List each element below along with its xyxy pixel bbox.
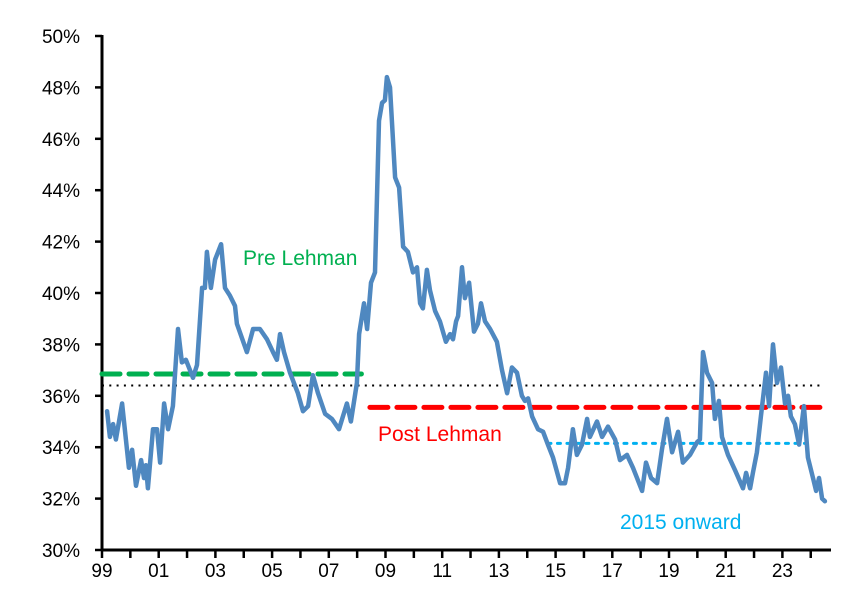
annotation-pre-lehman: Pre Lehman (243, 247, 357, 270)
x-tick-label: 17 (602, 561, 623, 582)
axes: 30% 32% 34% 36% 38% 40% 42% 44% 46% 48% 50% 99 01 03 0… (42, 27, 831, 582)
x-tick-label: 07 (318, 561, 339, 582)
x-tick-label: 03 (205, 561, 226, 582)
y-tick-label: 40% (42, 284, 80, 305)
x-tick-label: 21 (715, 561, 736, 582)
y-tick-label: 44% (42, 181, 80, 202)
y-tick-label: 48% (42, 78, 80, 99)
x-tick-label: 11 (432, 561, 452, 582)
y-tick-label: 32% (42, 490, 80, 511)
y-tick-label: 42% (42, 233, 80, 254)
y-tick-label: 36% (42, 387, 80, 408)
x-tick-label: 01 (148, 561, 169, 582)
y-tick-label: 34% (42, 438, 80, 459)
annotation-post-lehman: Post Lehman (378, 423, 502, 446)
x-tick-label: 99 (91, 561, 112, 582)
x-tick-label: 15 (545, 561, 566, 582)
x-tick-label: 09 (375, 561, 396, 582)
x-tick-label: 13 (488, 561, 509, 582)
x-tick-label: 19 (658, 561, 679, 582)
series-line (104, 74, 828, 504)
x-tick-label: 23 (772, 561, 793, 582)
y-tick-label: 50% (42, 27, 80, 48)
annotation-2015-onward: 2015 onward (620, 511, 741, 534)
series-group (104, 74, 828, 504)
x-tick-label: 05 (262, 561, 283, 582)
y-tick-label: 30% (42, 541, 80, 562)
y-tick-label: 38% (42, 335, 80, 356)
y-tick-label: 46% (42, 130, 80, 151)
